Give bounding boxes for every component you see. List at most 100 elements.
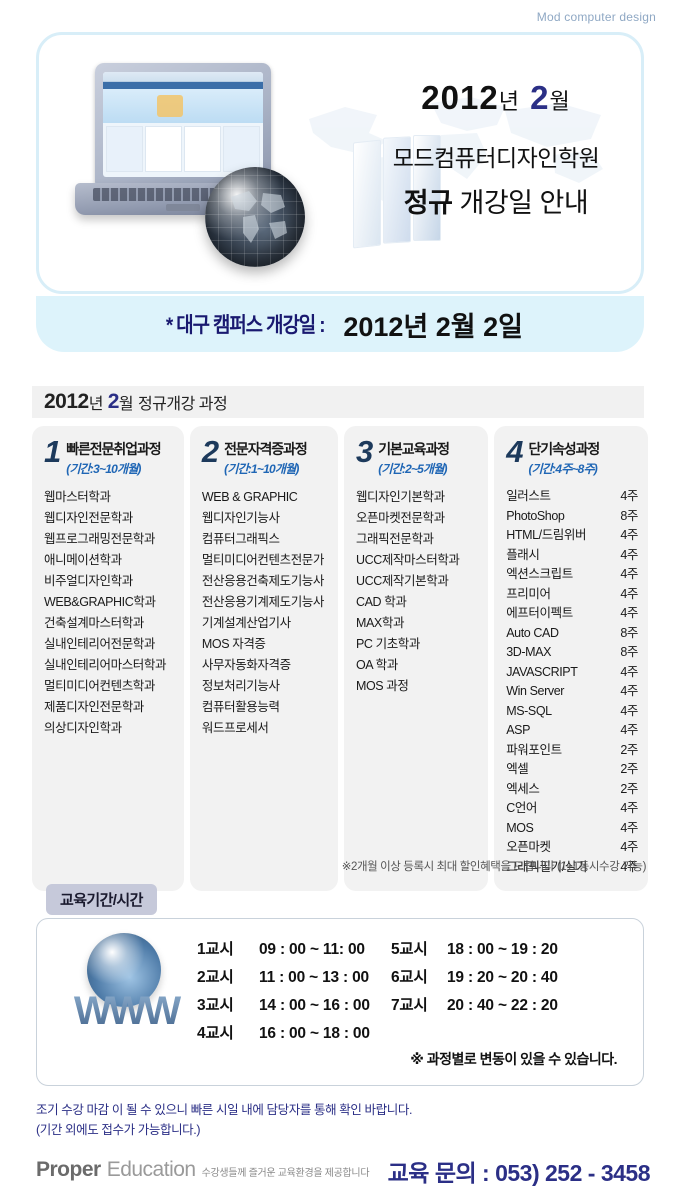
course-weeks: 8주 [620,645,638,659]
list-item: MOS 자격증 [201,637,266,651]
course-weeks: 2주 [620,762,638,776]
course-column-3-title: 기본교육과정 [378,441,450,457]
hero-subtitle-strong: 정규 [403,188,453,218]
footer-note-line2: (기간 외에도 접수가 가능합니다.) [36,1123,201,1137]
globe-icon [87,933,161,1007]
list-item: Win Server 4주 [506,682,638,702]
course-weeks: 2주 [620,781,638,796]
course-column-4-number: 4 [506,434,524,469]
www-globe-illustration: WWW [61,933,191,1063]
strip-month-unit: 월 [118,396,134,413]
list-item: 컴퓨터그래픽스 [201,532,280,546]
list-item: 파워포인트 2주 [506,741,638,761]
schedule-footnote: ※ 과정별로 변동이 있을 수 있습니다. [410,1051,617,1067]
course-weeks: 4주 [620,703,638,718]
list-item: 비주얼디자인학과 [44,574,133,588]
hero-subtitle: 정규 개강일 안내 [357,181,635,220]
hero-year: 2012 [421,79,499,116]
schedule-row: 4교시 16 : 00 ~ 18 : 00 [197,1021,558,1049]
hero-month-unit: 월 [549,89,571,114]
list-item: 컴퓨터활용능력 [201,700,280,714]
list-item: MAX학과 [355,616,405,630]
list-item: 오픈마켓 4주 [506,838,638,858]
period-label: 3교시 [197,997,234,1014]
course-column-2-number: 2 [201,434,220,469]
strip-year: 2012 [44,390,89,413]
period-label: 5교시 [391,941,428,958]
course-column-3-header: 3 기본교육과정 (기간:2~5개월) [356,436,478,477]
list-item: 전산응용건축제도기능사 [201,574,325,588]
course-column-4-title: 단기속성과정 [528,441,600,457]
course-column-4-list: 일러스트 4주 PhotoShop 8주 HTML/드림위버 4주 플래시 4주 엑션스… [506,487,638,877]
period-time: 19 : 20 ~ 20 : 40 [447,969,558,986]
list-item: UCC제작기본학과 [355,574,449,588]
list-item: 오픈마켓전문학과 [355,511,445,525]
list-item: 엑셀 2주 [506,760,638,780]
course-weeks: 4주 [620,547,638,562]
course-name: JAVASCRIPT [506,664,578,679]
list-item: 멀티미디어컨텐츠전문가 [201,553,325,567]
course-columns: 1 빠른전문취업과정 (기간:3~10개월) 웹마스터학과 웹디자인전문학과 웹… [32,426,648,891]
list-item: 정보처리기능사 [201,679,280,693]
period-time: 20 : 40 ~ 22 : 20 [447,997,558,1014]
course-weeks: 4주 [620,723,638,737]
list-item: 건축설계마스터학과 [44,616,144,630]
course-column-1-header: 1 빠른전문취업과정 (기간:3~10개월) [44,436,174,477]
list-item: 엑세스 2주 [506,780,638,800]
discount-note: ※2개월 이상 등록시 최대 할인혜택을 드립니다 (1+1동시수강 가능) [341,861,647,873]
period-label: 1교시 [197,941,234,958]
campus-open-date: 2012년 2월 2일 [343,311,523,342]
list-item: PhotoShop 8주 [506,507,638,527]
schedule-row: 2교시 11 : 00 ~ 13 : 00 6교시 19 : 20 ~ 20 :… [197,965,558,993]
course-name: HTML/드림위버 [506,528,587,542]
course-weeks: 8주 [620,625,638,640]
brand-tagline-top: Mod computer design [536,10,656,24]
course-weeks: 4주 [620,489,638,503]
list-item: 의상디자인학과 [44,721,122,735]
schedule-rows: 1교시 09 : 00 ~ 11: 00 5교시 18 : 00 ~ 19 : … [197,937,558,1049]
list-item: CAD 학과 [355,595,407,609]
course-column-1-duration: (기간:3~10개월) [66,462,141,476]
list-item: 실내인테리어마스터학과 [44,658,167,672]
course-column-2-duration: (기간:1~10개월) [224,462,299,476]
course-column-4-header: 4 단기속성과정 (기간:4주~8주) [506,434,638,477]
course-name: ASP [506,723,531,737]
schedule-box: WWW 1교시 09 : 00 ~ 11: 00 5교시 18 : 00 ~ 1… [36,918,644,1086]
course-column-2: 2 전문자격증과정 (기간:1~10개월) WEB & GRAPHIC 웹디자인… [189,426,338,891]
list-item: OA 학과 [355,658,398,672]
list-item: PC 기초학과 [355,637,420,651]
course-weeks: 4주 [620,840,638,854]
list-item: 웹디자인전문학과 [44,511,133,525]
course-weeks: 8주 [620,508,638,523]
period-label: 7교시 [391,997,428,1014]
list-item: 엑션스크립트 4주 [506,565,638,585]
list-item: HTML/드림위버 4주 [506,526,638,546]
list-item: C언어 4주 [506,799,638,819]
list-item: JAVASCRIPT 4주 [506,663,638,683]
course-name: 일러스트 [506,489,551,503]
course-column-1-list: 웹마스터학과 웹디자인전문학과 웹프로그래밍전문학과 애니메이션학과 비주얼디자… [44,487,174,739]
list-item: UCC제작마스터학과 [355,553,460,567]
course-name: 그래픽필기/실기 [506,859,587,874]
contact-phone: 교육 문의 : 053) 252 - 3458 [387,1160,651,1186]
course-name: C언어 [506,801,538,815]
course-column-4: 4 단기속성과정 (기간:4주~8주) 일러스트 4주 PhotoShop 8주 H… [494,426,648,891]
campus-open-band: * 대구 캠퍼스 개강일 : 2012년 2월 2일 [36,296,644,352]
list-item: 멀티미디어컨텐츠학과 [44,679,156,693]
list-item: 애니메이션학과 [44,553,122,567]
academy-name: 모드컴퓨터디자인학원 [392,145,600,171]
period-time: 18 : 00 ~ 19 : 20 [447,941,558,958]
course-column-4-duration: (기간:4주~8주) [528,462,597,476]
list-item: 그래픽전문학과 [355,532,434,546]
schedule-badge: 교육기간/시간 [46,884,157,915]
globe-icon [205,167,305,267]
hero-date-line: 2012년 2월 [357,79,635,117]
course-weeks: 4주 [620,684,638,698]
strip-text: 정규개강 과정 [137,396,228,413]
period-time: 16 : 00 ~ 18 : 00 [259,1025,370,1042]
list-item: MOS 과정 [355,679,409,693]
www-label: WWW [61,989,191,1034]
schedule-row: 1교시 09 : 00 ~ 11: 00 5교시 18 : 00 ~ 19 : … [197,937,558,965]
course-name: 3D-MAX [506,645,552,659]
